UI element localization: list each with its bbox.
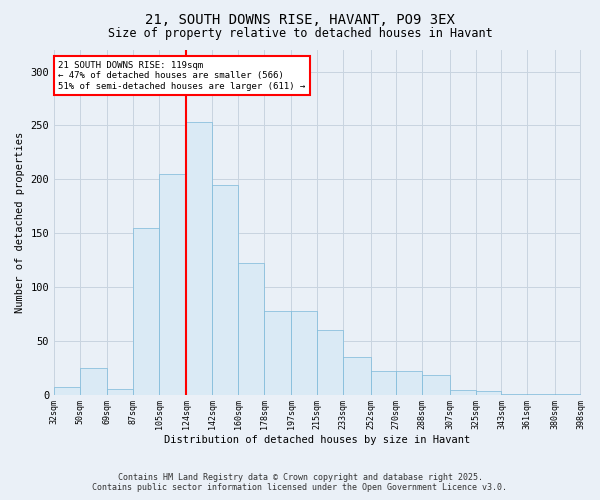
Bar bbox=[476, 392, 502, 394]
Bar bbox=[371, 371, 397, 394]
Bar bbox=[449, 390, 476, 394]
Bar bbox=[80, 368, 107, 394]
Bar bbox=[133, 228, 159, 394]
Y-axis label: Number of detached properties: Number of detached properties bbox=[15, 132, 25, 313]
Text: 21 SOUTH DOWNS RISE: 119sqm
← 47% of detached houses are smaller (566)
51% of se: 21 SOUTH DOWNS RISE: 119sqm ← 47% of det… bbox=[58, 61, 306, 90]
Bar bbox=[159, 174, 187, 394]
Bar bbox=[292, 310, 317, 394]
Bar bbox=[54, 387, 80, 394]
Bar bbox=[422, 375, 449, 394]
Bar bbox=[343, 357, 371, 395]
Text: Size of property relative to detached houses in Havant: Size of property relative to detached ho… bbox=[107, 28, 493, 40]
Bar bbox=[264, 310, 292, 394]
Text: 21, SOUTH DOWNS RISE, HAVANT, PO9 3EX: 21, SOUTH DOWNS RISE, HAVANT, PO9 3EX bbox=[145, 12, 455, 26]
Bar bbox=[187, 122, 212, 394]
Bar bbox=[397, 371, 422, 394]
X-axis label: Distribution of detached houses by size in Havant: Distribution of detached houses by size … bbox=[164, 435, 470, 445]
Bar bbox=[212, 184, 238, 394]
Bar bbox=[317, 330, 343, 394]
Bar bbox=[238, 263, 264, 394]
Bar bbox=[107, 389, 133, 394]
Text: Contains HM Land Registry data © Crown copyright and database right 2025.
Contai: Contains HM Land Registry data © Crown c… bbox=[92, 473, 508, 492]
